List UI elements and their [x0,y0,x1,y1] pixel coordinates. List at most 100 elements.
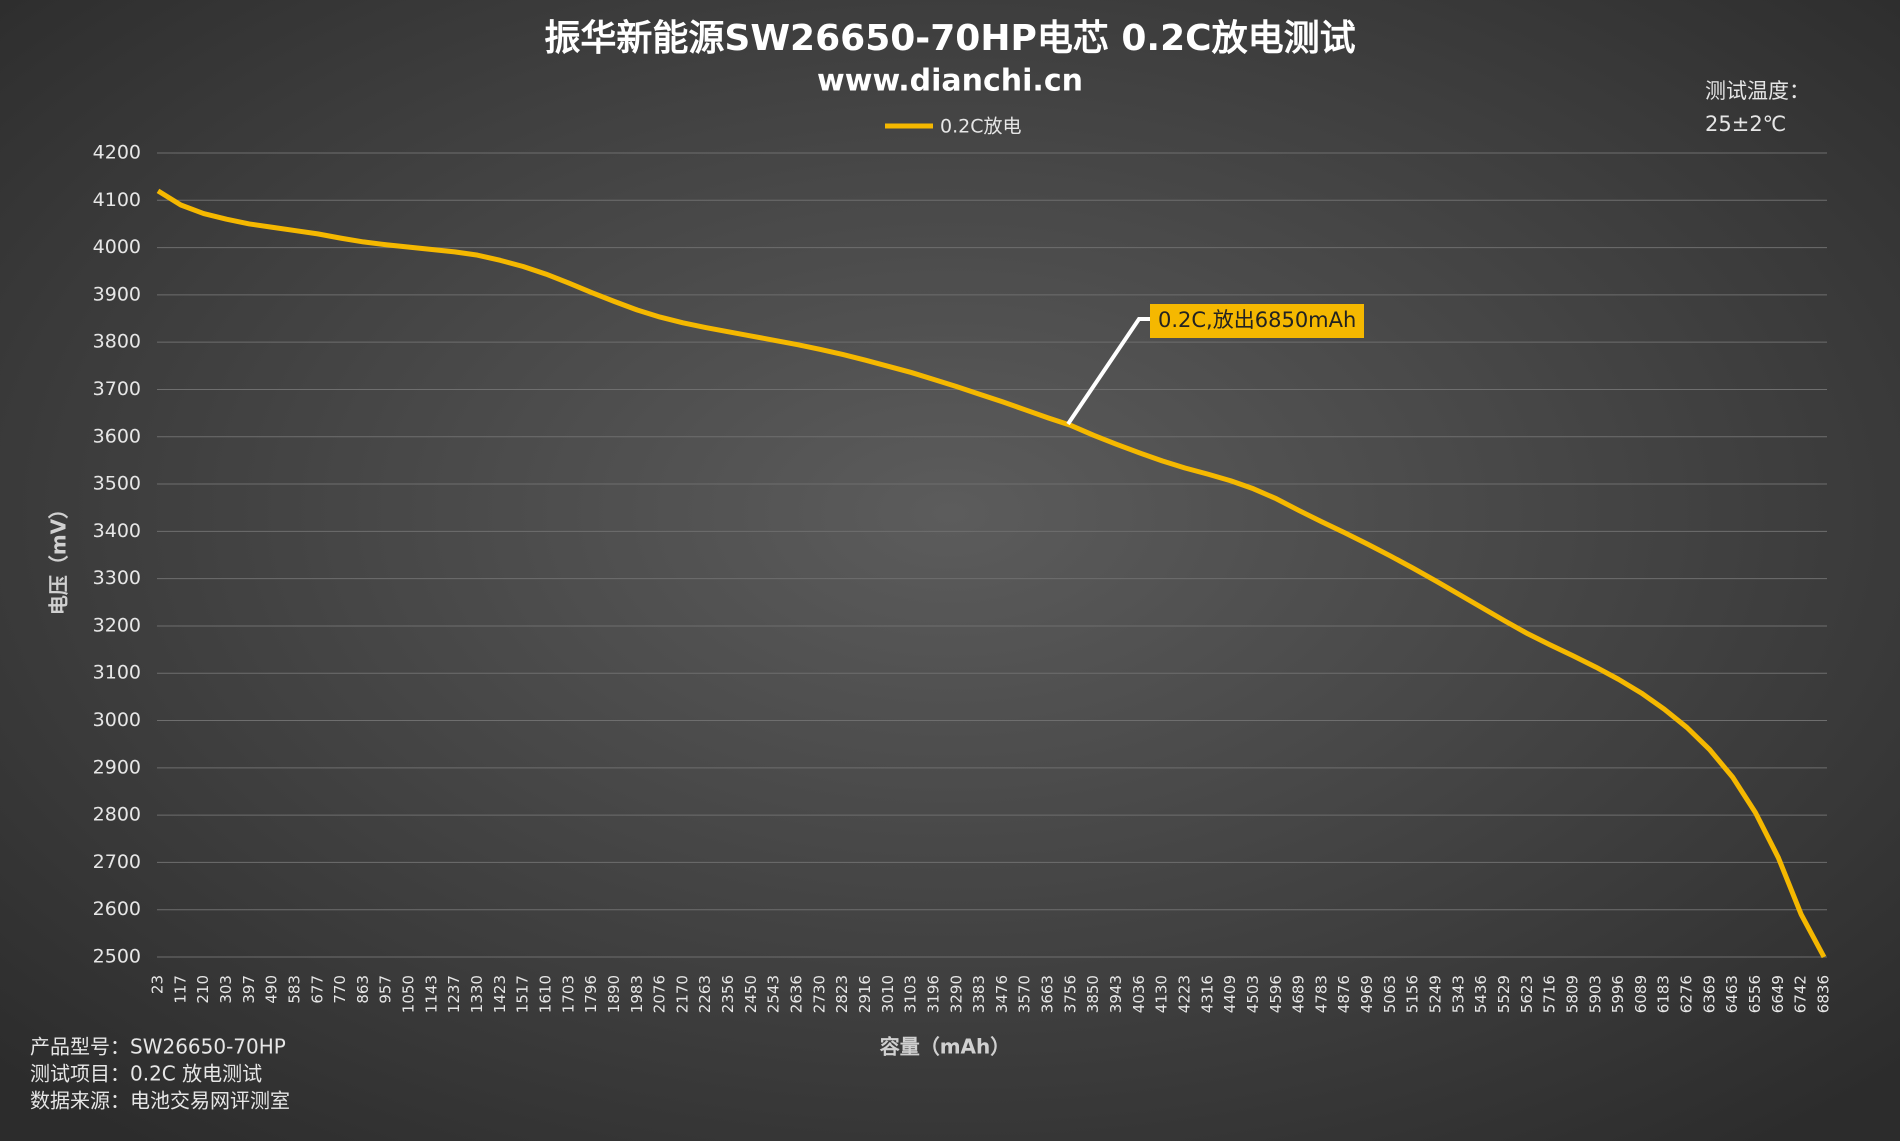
x-tick-label: 4783 [1312,975,1330,1013]
x-tick-label: 3850 [1084,975,1102,1013]
x-tick-label: 1983 [628,975,646,1013]
y-tick-label: 3400 [93,520,141,542]
x-tick-label: 2170 [673,975,691,1013]
x-tick-label: 6836 [1815,975,1833,1013]
x-tick-label: 23 [149,975,167,994]
x-tick-label: 3570 [1016,975,1034,1013]
x-tick-label: 5716 [1541,975,1559,1013]
x-tick-label: 2543 [765,975,783,1013]
x-tick-label: 1890 [605,975,623,1013]
x-tick-label: 303 [217,975,235,1004]
y-tick-label: 3500 [93,473,141,495]
x-tick-label: 1143 [422,975,440,1013]
y-tick-label: 3200 [93,614,141,636]
y-tick-label: 2600 [93,898,141,920]
footer-line: 测试项目：0.2C 放电测试 [30,1062,262,1086]
x-tick-label: 3756 [1061,975,1079,1013]
x-tick-label: 4969 [1358,975,1376,1013]
y-axis-title: 电压（mV） [47,499,71,615]
series-line [156,188,1827,959]
y-tick-label: 4000 [93,236,141,258]
x-tick-label: 4130 [1153,975,1171,1013]
x-tick-label: 5809 [1563,975,1581,1013]
x-tick-label: 2076 [651,975,669,1013]
y-tick-label: 4200 [93,142,141,164]
y-tick-label: 3800 [93,331,141,353]
x-tick-label: 2823 [833,975,851,1013]
x-tick-label: 4689 [1290,975,1308,1013]
x-tick-label: 4876 [1335,975,1353,1013]
x-tick-label: 5903 [1586,975,1604,1013]
x-tick-label: 6742 [1792,975,1810,1013]
x-tick-label: 3383 [970,975,988,1013]
x-tick-label: 4409 [1221,975,1239,1013]
y-tick-label: 3700 [93,378,141,400]
temperature-label: 测试温度： [1705,79,1810,103]
x-tick-label: 583 [285,975,303,1004]
x-tick-label: 490 [263,975,281,1004]
x-tick-label: 2450 [742,975,760,1013]
x-tick-label: 4596 [1267,975,1285,1013]
x-tick-label: 1423 [491,975,509,1013]
x-tick-label: 6183 [1655,975,1673,1013]
x-tick-label: 5529 [1495,975,1513,1013]
x-tick-label: 210 [194,975,212,1004]
x-tick-label: 2916 [856,975,874,1013]
x-tick-label: 1330 [468,975,486,1013]
chart-subtitle: www.dianchi.cn [817,64,1083,99]
x-tick-label: 6369 [1700,975,1718,1013]
x-axis-title: 容量（mAh） [880,1035,1011,1059]
x-tick-label: 4316 [1198,975,1216,1013]
x-tick-label: 3476 [993,975,1011,1013]
x-tick-label: 6649 [1769,975,1787,1013]
x-tick-label: 3943 [1107,975,1125,1013]
x-tick-label: 4223 [1175,975,1193,1013]
x-tick-label: 1796 [582,975,600,1013]
footer-line: 产品型号：SW26650-70HP [30,1035,286,1059]
annotation-leader [1066,317,1150,426]
plot-area: 2500 2600 2700 2800 2900 3000 3100 3200 3300 3400… [93,116,1833,1014]
x-tick-label: 957 [377,975,395,1004]
x-tick-label: 117 [171,975,189,1004]
x-tick-label: 3010 [879,975,897,1013]
x-tick-label: 6276 [1678,975,1696,1013]
x-tick-label: 3663 [1039,975,1057,1013]
x-tick-label: 677 [308,975,326,1004]
x-tick-label: 397 [240,975,258,1004]
x-tick-label: 5249 [1427,975,1445,1013]
x-tick-label: 2356 [719,975,737,1013]
x-tick-label: 5343 [1449,975,1467,1013]
x-tick-label: 3290 [947,975,965,1013]
y-tick-label: 3900 [93,283,141,305]
x-tick-label: 3196 [924,975,942,1013]
annotation-box [1150,304,1364,338]
x-tick-label: 6089 [1632,975,1650,1013]
x-tick-label: 5996 [1609,975,1627,1013]
x-tick-label: 1050 [400,975,418,1013]
y-tick-label: 2900 [93,756,141,778]
y-tick-label: 3100 [93,662,141,684]
x-tick-label: 5436 [1472,975,1490,1013]
footer-line: 数据来源：电池交易网评测室 [30,1089,290,1113]
x-tick-label: 1517 [514,975,532,1013]
y-tick-label: 3300 [93,567,141,589]
x-tick-label: 2636 [788,975,806,1013]
y-tick-label: 3600 [93,425,141,447]
x-tick-label: 1610 [536,975,554,1013]
x-tick-label: 1237 [445,975,463,1013]
x-tick-label: 770 [331,975,349,1004]
x-tick-label: 1703 [559,975,577,1013]
y-tick-label: 2700 [93,851,141,873]
x-tick-label: 2263 [696,975,714,1013]
x-tick-label: 6556 [1746,975,1764,1013]
x-tick-label: 5156 [1404,975,1422,1013]
y-tick-label: 2800 [93,804,141,826]
annotation-text: 0.2C,放出6850mAh [1158,308,1356,332]
x-tick-label: 4036 [1130,975,1148,1013]
y-tick-label: 3000 [93,709,141,731]
x-tick-label: 5623 [1518,975,1536,1013]
x-tick-label: 4503 [1244,975,1262,1013]
x-tick-label: 3103 [902,975,920,1013]
